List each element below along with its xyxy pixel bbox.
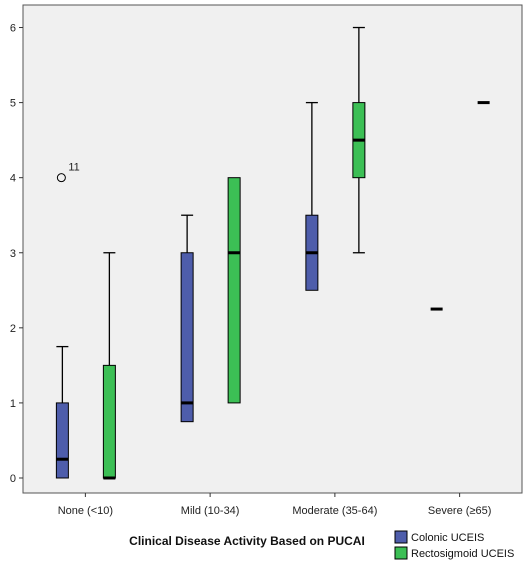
box-colonic: [305, 101, 319, 291]
y-tick-label: 2: [10, 323, 16, 335]
y-tick-label: 0: [10, 473, 16, 485]
box-rectosigmoid: 11: [56, 162, 116, 480]
legend-swatch: [394, 530, 408, 544]
box-series: 11: [55, 26, 490, 480]
box-iqr: [55, 402, 69, 479]
plot-area: [22, 4, 523, 494]
x-category-label: Severe (≥65): [428, 505, 492, 517]
box-rectosigmoid: [352, 26, 366, 254]
box-iqr: [102, 364, 116, 479]
box-iqr: [227, 177, 241, 404]
legend: Colonic UCEIS Rectosigmoid UCEIS: [394, 530, 514, 560]
box-iqr: [180, 252, 194, 423]
y-tick-label: 5: [10, 98, 16, 110]
x-category-label: None (<10): [58, 505, 113, 517]
y-tick-label: 4: [10, 173, 16, 185]
outlier-label: 11: [68, 162, 79, 174]
x-category-label: Moderate (35-64): [292, 505, 377, 517]
outlier-point: [56, 173, 66, 183]
x-axis: None (<10) Mild (10-34) Moderate (35-64) Se…: [58, 493, 492, 517]
x-category-label: Mild (10-34): [181, 505, 240, 517]
y-axis: 0 1 2 3 4 5 6: [10, 23, 23, 485]
y-tick-label: 6: [10, 23, 16, 35]
legend-swatch: [394, 546, 408, 560]
legend-label: Colonic UCEIS: [411, 532, 484, 544]
y-tick-label: 1: [10, 398, 16, 410]
box-colonic: [180, 214, 194, 423]
y-tick-label: 3: [10, 248, 16, 260]
box-colonic: [55, 345, 69, 479]
legend-label: Rectosigmoid UCEIS: [411, 548, 514, 560]
box-rectosigmoid: [227, 177, 241, 404]
x-axis-title: Clinical Disease Activity Based on PUCAI: [129, 534, 365, 548]
